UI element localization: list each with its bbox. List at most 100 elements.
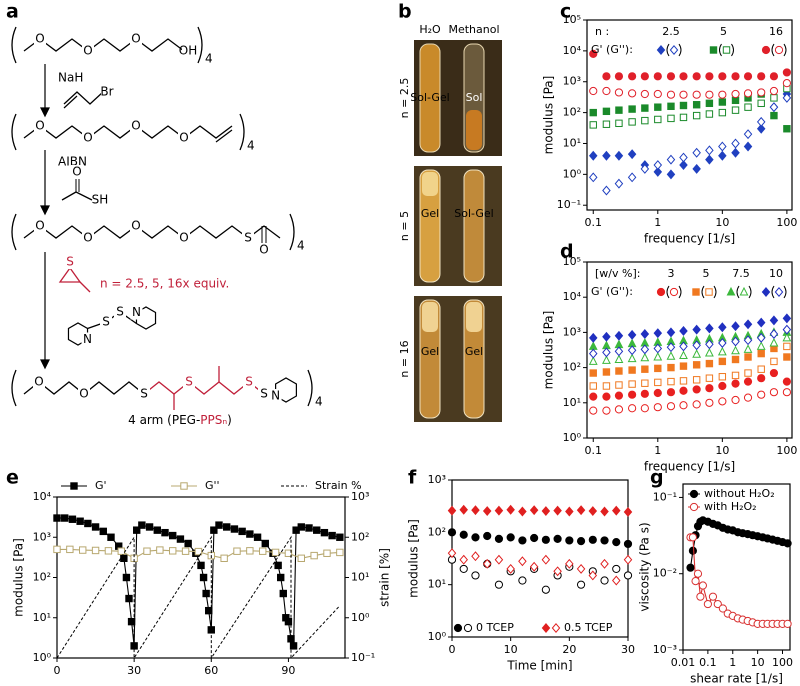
marker [181,547,190,555]
marker [565,536,574,545]
atom-bg [81,332,94,347]
marker [718,98,727,106]
marker [689,489,699,499]
x-tick-label: 10 [715,444,729,457]
legend-paren [678,43,682,57]
photo [414,296,502,422]
atom: O [179,131,188,145]
marker [640,389,649,398]
marker [782,388,791,397]
marker [769,337,779,347]
x-tick-label: 10 [715,216,729,229]
atom: S [102,315,110,329]
atom: OH [179,44,197,58]
marker [640,72,649,81]
marker [627,329,637,340]
marker [602,392,611,401]
marker [731,138,740,149]
marker [310,551,318,560]
marker [783,619,792,628]
y-tick-label: 10⁻¹ [557,198,581,211]
y2-tick-label: 10¹ [351,571,369,584]
series-line [57,517,341,647]
atom: O [35,219,44,233]
marker [494,505,504,516]
plot-frame [586,261,793,439]
marker [518,556,527,567]
subscript: 4 [297,239,305,253]
marker [731,321,740,332]
legend-marker [726,286,736,296]
x-tick-label: 0 [54,664,61,677]
panel-label: a [6,1,19,23]
marker [297,523,305,531]
marker [589,392,598,401]
marker [53,514,61,522]
marker [614,354,624,363]
marker [717,346,727,356]
legend-label: 0.5 TCEP [564,621,613,634]
marker [176,535,185,543]
x-tick-label: 1 [729,656,736,669]
marker [107,533,115,541]
marker [615,381,623,389]
marker [667,114,675,123]
atom: O [83,131,92,145]
marker [756,123,766,134]
y-tick-label: 10² [428,525,446,538]
marker [769,72,779,81]
marker [743,377,753,386]
marker [692,111,701,120]
bracket [11,26,17,64]
marker [565,558,574,569]
atom: O [179,231,188,245]
marker [588,506,598,517]
x-tick-label: 0.1 [585,444,603,457]
marker [623,539,633,549]
marker [68,515,77,523]
state-label: Sol [466,91,483,104]
marker [91,546,100,555]
bracket [11,213,17,251]
marker [615,119,623,128]
marker [588,150,598,161]
marker [718,357,727,366]
marker [705,359,714,368]
marker [602,185,611,196]
marker [679,113,688,122]
marker [718,150,727,161]
marker [708,592,718,601]
marker [757,390,766,399]
marker [220,554,228,562]
marker [743,72,753,81]
marker [628,390,637,399]
atom: S [185,375,193,389]
plot-frame [682,483,791,651]
x-tick-label: 30 [127,664,141,677]
x-tick-label: 1 [654,444,661,457]
marker [731,72,740,81]
product-text: ) [227,413,232,427]
marker [713,599,722,609]
marker [588,341,598,350]
marker [602,355,611,364]
marker [679,377,688,385]
atom: S [245,375,253,389]
marker [614,391,624,400]
atom: O [83,231,92,245]
marker [602,107,611,116]
marker [641,116,649,125]
marker [589,49,598,58]
y-tick-label: 10² [563,361,581,374]
marker [783,353,791,361]
atom-bg [138,387,150,401]
x-axis-label: frequency [1/s] [644,232,735,246]
marker [259,547,267,555]
marker [731,379,740,388]
legend-header: G' (G''): [591,43,633,56]
marker [541,623,551,633]
atom: O [35,119,44,133]
marker [679,152,688,163]
marker [692,349,702,358]
marker [640,329,650,339]
